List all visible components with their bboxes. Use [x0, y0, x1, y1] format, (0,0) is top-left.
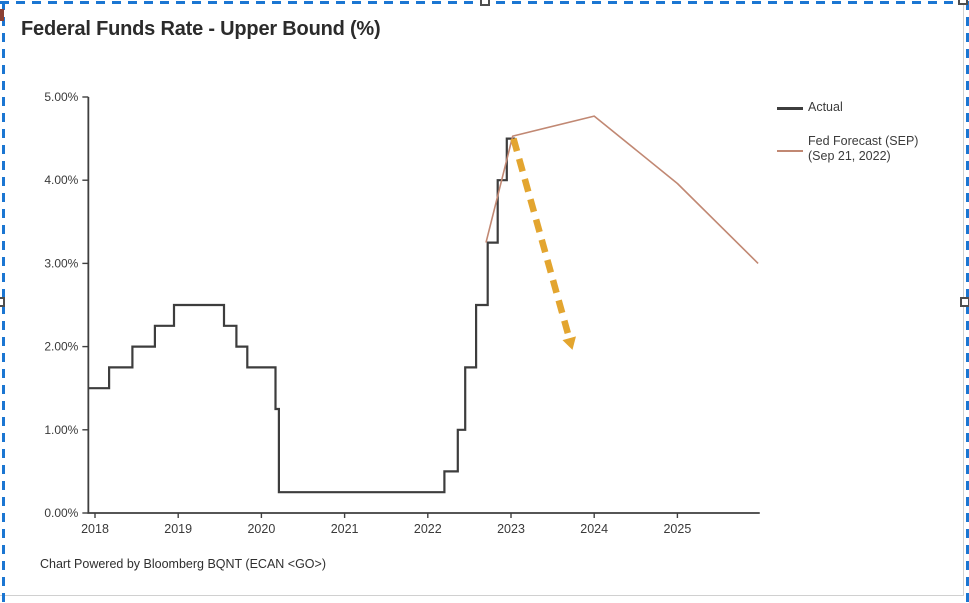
series-forecast-line	[485, 115, 759, 264]
y-tick-label: 0.00%	[44, 506, 78, 520]
legend-label-forecast-line2: (Sep 21, 2022)	[808, 149, 891, 164]
y-tick-label: 2.00%	[44, 340, 78, 354]
chart-title: Federal Funds Rate - Upper Bound (%)	[21, 18, 381, 40]
legend-label-actual: Actual	[808, 100, 843, 114]
x-tick-label: 2023	[497, 522, 525, 536]
y-tick-label: 4.00%	[44, 173, 78, 187]
series-actual-line	[88, 137, 516, 494]
legend-entry-actual: Actual	[777, 100, 957, 116]
legend: Actual Fed Forecast (SEP) (Sep 21, 2022)	[777, 100, 957, 183]
x-tick-label: 2024	[580, 522, 608, 536]
actual-line-swatch	[777, 107, 803, 110]
x-tick-label: 2025	[663, 522, 691, 536]
x-tick-label: 2019	[164, 522, 192, 536]
selection-handle-top[interactable]	[480, 0, 490, 6]
x-tick-label: 2022	[414, 522, 442, 536]
bloomberg-attribution: Chart Powered by Bloomberg BQNT (ECAN <G…	[40, 557, 326, 571]
y-tick-label: 5.00%	[44, 90, 78, 104]
selection-handle-top-right[interactable]	[958, 0, 968, 5]
selection-handle-right[interactable]	[960, 297, 969, 307]
x-axis-ticks: 2018 2019 2020 2021 2022 2023 2024 2025	[81, 513, 691, 536]
y-tick-label: 3.00%	[44, 256, 78, 270]
legend-entry-forecast: Fed Forecast (SEP) (Sep 21, 2022)	[777, 134, 957, 165]
legend-label-forecast-line1: Fed Forecast (SEP)	[808, 133, 919, 148]
x-tick-label: 2018	[81, 522, 109, 536]
x-tick-label: 2021	[331, 522, 359, 536]
x-tick-label: 2020	[247, 522, 275, 536]
selection-handle-left[interactable]	[0, 297, 5, 307]
y-axis-ticks: 0.00% 1.00% 2.00% 3.00% 4.00% 5.00%	[44, 90, 89, 520]
left-edge-artifact	[0, 9, 4, 21]
trend-arrow-annotation	[510, 137, 576, 350]
y-tick-label: 1.00%	[44, 423, 78, 437]
forecast-line-swatch	[777, 149, 803, 152]
